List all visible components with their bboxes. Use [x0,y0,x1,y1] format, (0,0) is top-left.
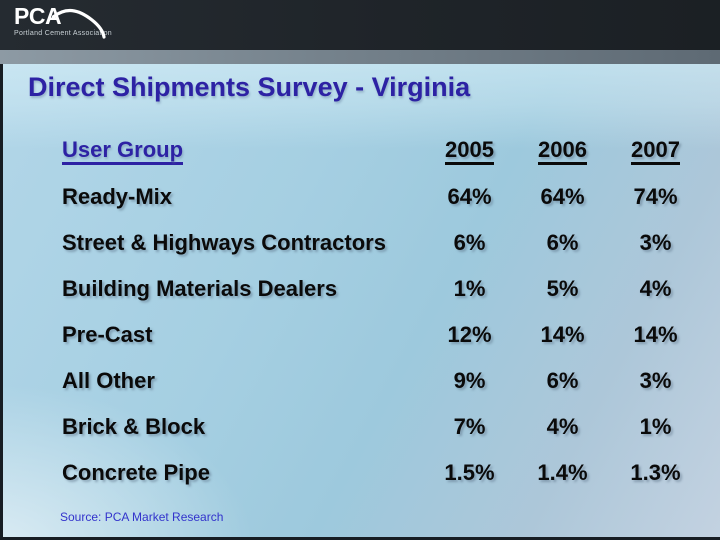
row-label: All Other [62,368,155,393]
cell-value: 1.5% [444,460,495,485]
cell-value: 7% [453,414,486,439]
cell-value: 12% [447,322,492,347]
cell-value: 74% [633,184,678,209]
table-row: All Other 9% 6% 3% [62,358,702,404]
cell-value: 1.4% [537,460,588,485]
source-note: Source: PCA Market Research [60,510,224,524]
table-header-row: User Group 2005 2006 2007 [62,128,702,174]
cell-value: 4% [639,276,672,301]
cell-value: 3% [639,230,672,255]
cell-value: 1% [453,276,486,301]
cell-value: 4% [546,414,579,439]
column-header-year: 2007 [609,137,702,165]
cell-value: 6% [546,368,579,393]
cell-value: 1.3% [630,460,681,485]
table-row: Street & Highways Contractors 6% 6% 3% [62,220,702,266]
cell-value: 64% [540,184,585,209]
page-title: Direct Shipments Survey - Virginia [28,72,471,102]
table-row: Brick & Block 7% 4% 1% [62,404,702,450]
header-bar: PCA Portland Cement Association [0,0,720,50]
row-label: Brick & Block [62,414,206,439]
pca-logo: PCA Portland Cement Association [14,4,164,48]
shipments-table: User Group 2005 2006 2007 Ready-Mix 64% … [62,128,702,496]
table-row: Concrete Pipe 1.5% 1.4% 1.3% [62,450,702,496]
cell-value: 14% [540,322,585,347]
column-header-year: 2006 [516,137,609,165]
row-label: Building Materials Dealers [62,276,338,301]
column-header-year: 2005 [423,137,516,165]
cell-value: 6% [546,230,579,255]
table-row: Ready-Mix 64% 64% 74% [62,174,702,220]
row-label: Pre-Cast [62,322,153,347]
pca-swoosh-icon [52,9,106,39]
column-header-user-group: User Group [62,137,423,165]
cell-value: 1% [639,414,672,439]
row-label: Street & Highways Contractors [62,230,386,255]
slide-body: Direct Shipments Survey - Virginia User … [0,64,720,540]
table-row: Pre-Cast 12% 14% 14% [62,312,702,358]
row-label: Ready-Mix [62,184,173,209]
cell-value: 6% [453,230,486,255]
accent-strip [0,50,720,64]
cell-value: 64% [447,184,492,209]
cell-value: 3% [639,368,672,393]
row-label: Concrete Pipe [62,460,210,485]
pca-logo-subtitle: Portland Cement Association [14,30,112,37]
table-row: Building Materials Dealers 1% 5% 4% [62,266,702,312]
cell-value: 14% [633,322,678,347]
cell-value: 5% [546,276,579,301]
cell-value: 9% [453,368,486,393]
